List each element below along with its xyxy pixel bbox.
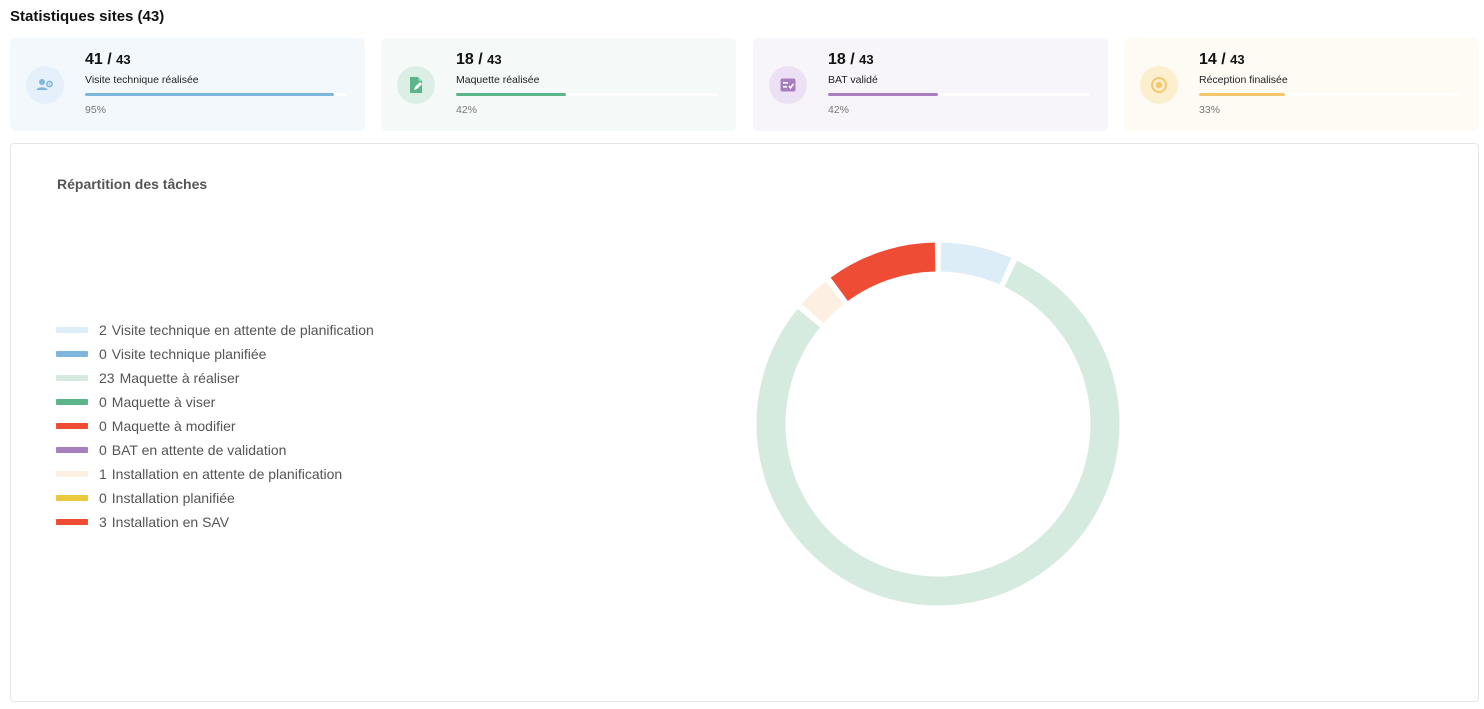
card-label: BAT validé	[828, 74, 878, 86]
card-count: 18 / 43	[456, 51, 502, 68]
legend-label: Maquette à viser	[111, 394, 216, 410]
legend-count: 1	[99, 466, 107, 482]
card-progress-fill	[1199, 93, 1286, 96]
legend-label: Visite technique planifiée	[111, 346, 267, 362]
page-title: Statistiques sites (43)	[10, 8, 165, 25]
users-gear-icon	[26, 66, 64, 104]
donut-slice[interactable]	[756, 260, 1120, 606]
card-label: Réception finalisée	[1199, 74, 1288, 86]
stat-card-visite-technique[interactable]: 41 / 43 Visite technique réalisée 95%	[10, 38, 365, 131]
legend-swatch	[56, 495, 88, 501]
chart-legend: 2 Visite technique en attente de planific…	[56, 318, 374, 534]
card-progress-fill	[456, 93, 567, 96]
card-progress-track	[85, 93, 347, 96]
card-progress-track	[1199, 93, 1461, 96]
legend-swatch	[56, 399, 88, 405]
legend-item[interactable]: 0 Installation planifiée	[56, 486, 374, 510]
legend-item[interactable]: 1 Installation en attente de planificatio…	[56, 462, 374, 486]
task-distribution-panel: Répartition des tâches 2 Visite technique…	[10, 143, 1479, 702]
legend-count: 0	[99, 490, 107, 506]
legend-label: Maquette à modifier	[111, 418, 236, 434]
legend-swatch	[56, 519, 88, 525]
document-edit-icon	[397, 66, 435, 104]
legend-label: Installation en attente de planification	[111, 466, 343, 482]
legend-swatch	[56, 375, 88, 381]
card-percent: 42%	[456, 104, 478, 116]
stats-cards: 41 / 43 Visite technique réalisée 95% 18…	[10, 38, 1479, 131]
legend-count: 23	[99, 370, 115, 386]
legend-count: 3	[99, 514, 107, 530]
legend-count: 0	[99, 346, 107, 362]
legend-item[interactable]: 23 Maquette à réaliser	[56, 366, 374, 390]
legend-count: 0	[99, 442, 107, 458]
card-progress-fill	[828, 93, 939, 96]
legend-swatch	[56, 471, 88, 477]
legend-item[interactable]: 0 Maquette à modifier	[56, 414, 374, 438]
donut-slice[interactable]	[940, 242, 1012, 285]
card-count: 41 / 43	[85, 51, 131, 68]
legend-item[interactable]: 2 Visite technique en attente de planific…	[56, 318, 374, 342]
legend-label: Installation en SAV	[111, 514, 230, 530]
coin-badge-icon	[1140, 66, 1178, 104]
stat-card-reception[interactable]: 14 / 43 Réception finalisée 33%	[1124, 38, 1479, 131]
legend-swatch	[56, 447, 88, 453]
legend-item[interactable]: 0 BAT en attente de validation	[56, 438, 374, 462]
legend-count: 0	[99, 418, 107, 434]
legend-label: BAT en attente de validation	[111, 442, 287, 458]
legend-item[interactable]: 0 Visite technique planifiée	[56, 342, 374, 366]
card-count: 18 / 43	[828, 51, 874, 68]
legend-label: Installation planifiée	[111, 490, 235, 506]
card-label: Maquette réalisée	[456, 74, 540, 86]
card-percent: 42%	[828, 104, 850, 116]
card-percent: 33%	[1199, 104, 1221, 116]
legend-count: 0	[99, 394, 107, 410]
legend-swatch	[56, 351, 88, 357]
legend-swatch	[56, 423, 88, 429]
chart-title: Répartition des tâches	[57, 176, 208, 192]
legend-swatch	[56, 327, 88, 333]
legend-item[interactable]: 3 Installation en SAV	[56, 510, 374, 534]
donut-slice[interactable]	[830, 242, 936, 302]
card-progress-fill	[85, 93, 334, 96]
stat-card-bat[interactable]: 18 / 43 BAT validé 42%	[753, 38, 1108, 131]
legend-item[interactable]: 0 Maquette à viser	[56, 390, 374, 414]
checklist-icon	[769, 66, 807, 104]
legend-count: 2	[99, 322, 107, 338]
card-percent: 95%	[85, 104, 107, 116]
card-progress-track	[456, 93, 718, 96]
legend-label: Maquette à réaliser	[119, 370, 240, 386]
donut-slice[interactable]	[801, 281, 844, 324]
card-count: 14 / 43	[1199, 51, 1245, 68]
card-progress-track	[828, 93, 1090, 96]
card-label: Visite technique réalisée	[85, 74, 199, 86]
stat-card-maquette[interactable]: 18 / 43 Maquette réalisée 42%	[381, 38, 736, 131]
legend-label: Visite technique en attente de planifica…	[111, 322, 374, 338]
donut-chart	[756, 242, 1120, 606]
